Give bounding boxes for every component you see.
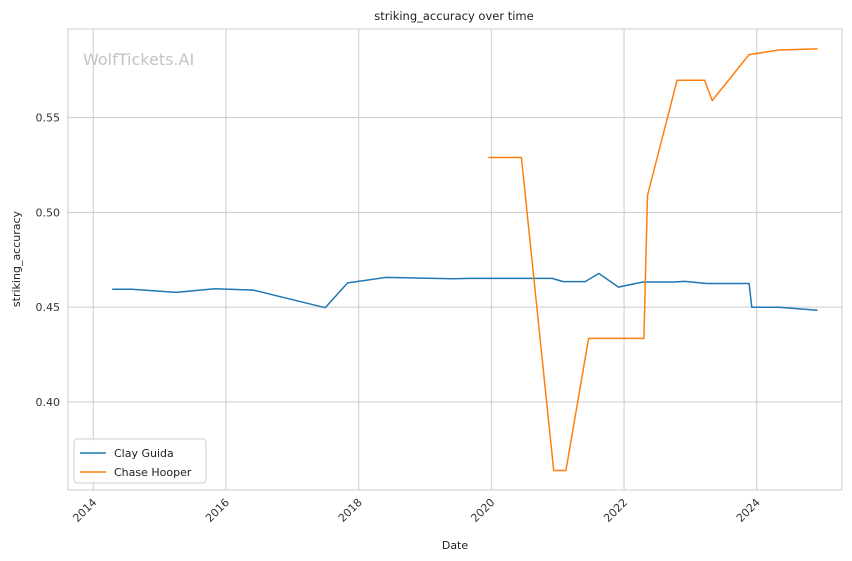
legend: Clay Guida Chase Hooper (73, 438, 207, 484)
series-line-clay-guida (112, 272, 818, 311)
legend-box (73, 438, 207, 484)
y-tick-label: 0.40 (36, 396, 61, 409)
legend-label-chase-hooper: Chase Hooper (114, 466, 192, 479)
y-tick-label: 0.55 (36, 112, 61, 125)
plot-frame (67, 28, 843, 491)
chart-title: striking_accuracy over time (374, 9, 533, 23)
watermark-text: WolfTickets.AI (83, 50, 194, 69)
y-tick-label: 0.45 (36, 301, 61, 314)
y-axis-label: striking_accuracy (10, 210, 23, 307)
y-tick-label: 0.50 (36, 206, 61, 219)
gridlines (68, 29, 842, 490)
y-tick-labels: 0.40 0.45 0.50 0.55 (36, 112, 61, 409)
legend-label-clay-guida: Clay Guida (114, 447, 174, 460)
x-axis-label: Date (442, 539, 469, 552)
series-lines (112, 48, 818, 472)
series-line-chase-hooper (488, 48, 818, 472)
